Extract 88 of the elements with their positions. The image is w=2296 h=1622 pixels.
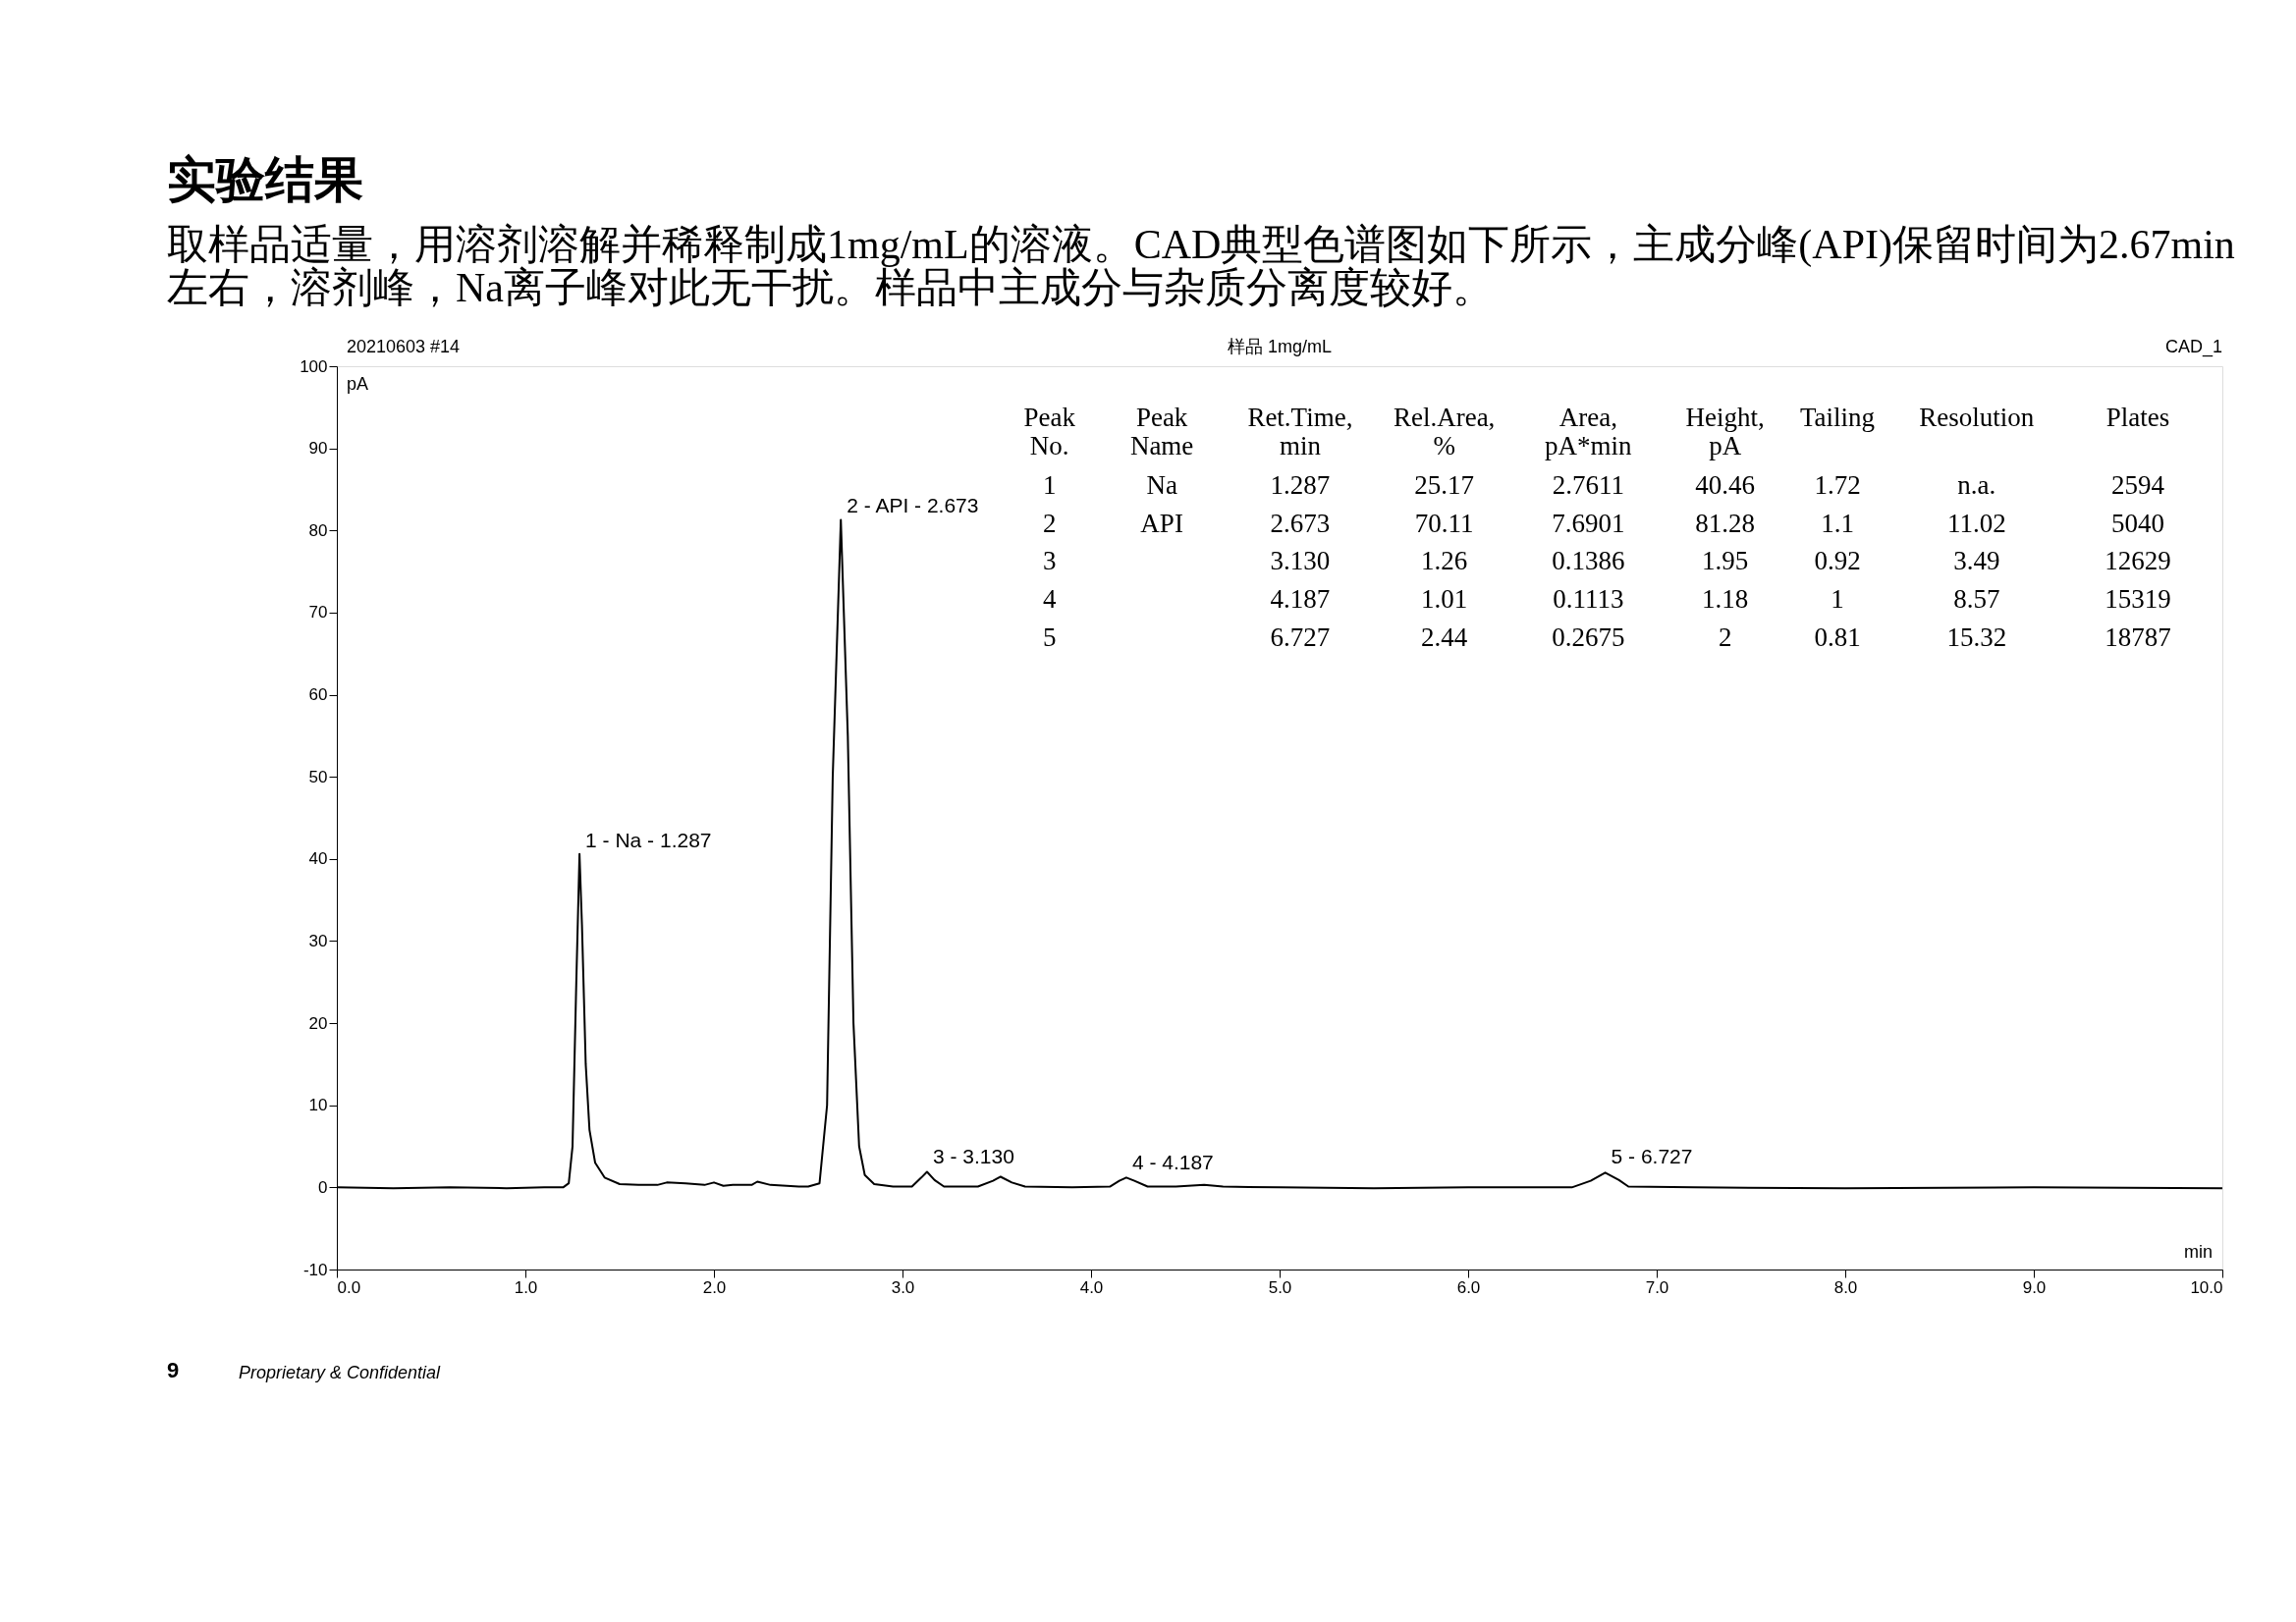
x-tick-label: 5.0	[1268, 1277, 1292, 1297]
annotation: 3.49	[1953, 546, 2000, 576]
annotation: Height, pA	[1685, 402, 1765, 460]
annotation: API	[1140, 508, 1183, 538]
x-tick-label: 2.0	[702, 1277, 727, 1297]
y-tick-label: 30	[308, 931, 328, 950]
annotation: 2 - API - 2.673	[847, 493, 979, 516]
x-tick-label: 10.0	[2190, 1277, 2223, 1297]
annotation: 1.01	[1421, 584, 1468, 615]
annotation: 6.727	[1270, 622, 1331, 652]
chart-title: 实验结果	[167, 152, 363, 207]
x-tick-label: 7.0	[1645, 1277, 1669, 1297]
annotation: Na	[1146, 470, 1177, 501]
annotation: Peak No.	[1023, 402, 1076, 460]
text: Proprietary & Confidential	[239, 1363, 442, 1382]
annotation: Plates	[2105, 402, 2170, 432]
annotation: 15319	[2105, 584, 2171, 615]
annotation: Area, pA*min	[1545, 402, 1633, 460]
annotation: 25.17	[1414, 470, 1474, 501]
annotation: 2	[1718, 622, 1732, 652]
annotation: n.a.	[1957, 470, 1996, 501]
annotation: 8.57	[1953, 584, 2000, 615]
text: 9	[167, 1358, 180, 1382]
annotation: 15.32	[1946, 622, 2007, 652]
annotation: 3	[1042, 546, 1057, 576]
text: CAD_1	[2164, 337, 2222, 357]
annotation: Rel.Area, %	[1393, 402, 1496, 460]
annotation: 1.72	[1814, 470, 1861, 501]
annotation: 0.1386	[1552, 546, 1625, 576]
y-tick-label: 50	[308, 767, 328, 786]
annotation: 4 - 4.187	[1131, 1151, 1214, 1174]
y-tick-label: 70	[308, 603, 328, 622]
y-tick-label: 60	[308, 685, 328, 705]
y-tick-label: 40	[308, 849, 328, 869]
annotation: 1	[1831, 584, 1844, 615]
annotation: Tailing	[1799, 402, 1876, 432]
chart-subtitle: 取样品适量，用溶剂溶解并稀释制成1mg/mL的溶液。CAD典型色谱图如下所示，主成分峰(API)保留时间为2.67min 左右，溶剂峰，Na离子峰对此无干扰。样品中主成分与杂质分离度较好。	[167, 222, 2235, 310]
annotation: Ret.Time, min	[1247, 402, 1353, 460]
y-tick-label: 10	[308, 1096, 328, 1115]
annotation: 1.1	[1821, 508, 1854, 538]
y-axis-title: pA	[347, 374, 369, 394]
annotation: 2594	[2110, 470, 2165, 501]
annotation: 0.92	[1814, 546, 1861, 576]
y-tick-label: 0	[318, 1177, 328, 1197]
annotation: 2.44	[1421, 622, 1468, 652]
annotation: 1 - Na - 1.287	[585, 828, 712, 851]
annotation: 18787	[2105, 622, 2171, 652]
y-tick-label: 20	[308, 1013, 328, 1033]
annotation: 1.26	[1421, 546, 1468, 576]
annotation: 4	[1042, 584, 1057, 615]
annotation: 7.6901	[1552, 508, 1625, 538]
annotation: 1.287	[1270, 470, 1331, 501]
text: 20210603 #14	[347, 337, 461, 356]
annotation: 2.673	[1270, 508, 1331, 538]
annotation: 1	[1042, 470, 1057, 501]
x-tick-label: 6.0	[1456, 1277, 1481, 1297]
y-tick-label: 90	[308, 439, 328, 459]
annotation: 11.02	[1946, 508, 2006, 538]
annotation: 70.11	[1414, 508, 1474, 538]
annotation: 5	[1042, 622, 1057, 652]
x-tick-label: 3.0	[891, 1277, 915, 1297]
annotation: 4.187	[1270, 584, 1331, 615]
x-tick-label: 9.0	[2022, 1277, 2047, 1297]
x-axis-title: min	[2183, 1242, 2213, 1262]
annotation: 5 - 6.727	[1611, 1144, 1693, 1167]
annotation: 81.28	[1695, 508, 1756, 538]
y-tick-label: 80	[308, 520, 328, 540]
annotation: 3.130	[1270, 546, 1331, 576]
annotation: 0.81	[1814, 622, 1861, 652]
x-tick-label: 4.0	[1079, 1277, 1104, 1297]
text: 样品 1mg/mL	[1227, 337, 1333, 356]
annotation: 2.7611	[1552, 470, 1624, 501]
annotation: 12629	[2105, 546, 2171, 576]
annotation: 1.18	[1702, 584, 1749, 615]
x-tick-label: 1.0	[514, 1277, 538, 1297]
annotation: 2	[1042, 508, 1057, 538]
annotation: 0.1113	[1553, 584, 1624, 615]
annotation: Peak Name	[1129, 402, 1194, 460]
annotation: 3 - 3.130	[932, 1145, 1014, 1168]
annotation: 0.2675	[1552, 622, 1625, 652]
annotation: Resolution	[1919, 402, 2035, 432]
annotation: 5040	[2110, 508, 2164, 538]
x-tick-label: 8.0	[1833, 1277, 1858, 1297]
x-tick-label: 0.0	[337, 1277, 361, 1297]
annotation: 1.95	[1702, 546, 1749, 576]
annotation: 40.46	[1695, 470, 1756, 501]
y-tick-label: 100	[300, 356, 328, 376]
y-tick-label: -10	[302, 1260, 328, 1279]
